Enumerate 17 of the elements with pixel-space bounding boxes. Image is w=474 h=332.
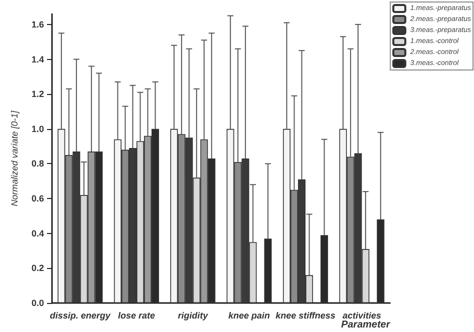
y-tick-label: 0.2 — [31, 263, 44, 274]
x-tick-label: dissip. energy — [50, 310, 112, 320]
y-tick-label: 0.4 — [31, 228, 44, 238]
x-tick-label: lose rate — [118, 310, 156, 320]
y-tick-label: 1.4 — [31, 54, 44, 64]
x-tick-label: rigidity — [178, 310, 209, 320]
x-tick-label: activities — [342, 310, 382, 320]
x-axis-title: Parameter — [341, 320, 392, 330]
y-tick-label: 1.6 — [31, 19, 44, 30]
y-axis-title: Normalized variate [0-1] — [10, 110, 20, 206]
x-tick-label: knee pain — [228, 310, 270, 320]
y-tick-label: 1.2 — [31, 89, 44, 100]
y-tick-label: 0.6 — [31, 194, 44, 204]
y-tick-label: 0.0 — [31, 298, 44, 308]
x-tick-label: knee stiffness — [276, 310, 336, 320]
y-tick-label: 0.8 — [31, 158, 44, 169]
y-tick-label: 1.0 — [31, 124, 44, 134]
